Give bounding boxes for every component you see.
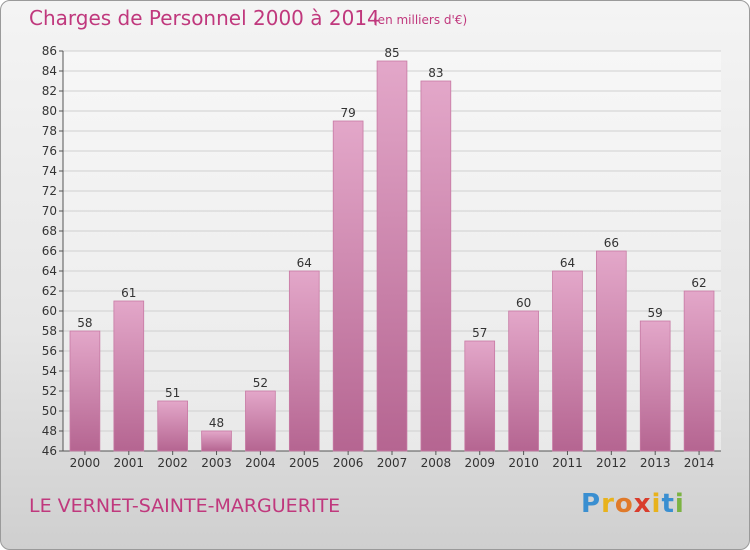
- value-label: 52: [253, 376, 268, 390]
- x-tick-label: 2012: [596, 456, 627, 470]
- bar-2005: [288, 270, 320, 452]
- bar-2009: [464, 340, 496, 452]
- bar-2002: [157, 400, 188, 452]
- bar-2011: [552, 270, 583, 452]
- x-tick-label: 2005: [289, 456, 320, 470]
- x-tick-label: 2013: [640, 456, 671, 470]
- value-label: 59: [648, 306, 663, 320]
- bar-2008: [420, 80, 452, 452]
- y-tick-label: 84: [42, 64, 57, 78]
- bar-2006: [332, 120, 364, 452]
- y-tick-label: 60: [42, 304, 57, 318]
- x-tick-label: 2011: [552, 456, 583, 470]
- bar-2003: [201, 430, 232, 452]
- logo-letter: r: [601, 489, 615, 519]
- y-tick-label: 70: [42, 204, 57, 218]
- commune-name: LE VERNET-SAINTE-MARGUERITE: [29, 495, 341, 517]
- value-label: 83: [428, 66, 443, 80]
- x-tick-label: 2002: [157, 456, 188, 470]
- y-tick-label: 78: [42, 124, 57, 138]
- chart-title: Charges de Personnel 2000 à 2014: [29, 6, 380, 30]
- value-label: 60: [516, 296, 531, 310]
- y-tick-label: 62: [42, 284, 57, 298]
- y-tick-label: 48: [42, 424, 57, 438]
- value-label: 79: [340, 106, 355, 120]
- x-tick-label: 2014: [684, 456, 715, 470]
- logo-letter: i: [674, 489, 685, 519]
- logo-letter: P: [581, 489, 602, 519]
- y-tick-label: 68: [42, 224, 57, 238]
- axes: 46 48 50 52 54 56 58 60 62 64 66 68 70 72 74 76 78 80 82 84…: [42, 44, 721, 458]
- value-label: 66: [604, 236, 619, 250]
- bar-2001: [113, 300, 145, 452]
- y-tick-label: 86: [42, 44, 57, 58]
- bar-2012: [596, 250, 627, 452]
- y-tick-label: 72: [42, 184, 57, 198]
- bars: [69, 60, 715, 455]
- y-tick-label: 50: [42, 404, 57, 418]
- bar-2007: [376, 60, 408, 452]
- logo-letter: o: [614, 489, 634, 519]
- value-label: 48: [209, 416, 224, 430]
- y-tick-label: 56: [42, 344, 57, 358]
- value-label: 57: [472, 326, 487, 340]
- chart-subtitle: (en milliers d'€): [373, 13, 468, 27]
- y-tick-label: 66: [42, 244, 57, 258]
- y-tick-label: 46: [42, 444, 57, 458]
- logo-letter: t: [661, 489, 675, 519]
- x-tick-label: 2000: [70, 456, 101, 470]
- x-tick-label: 2004: [245, 456, 276, 470]
- x-tick-label: 2003: [201, 456, 232, 470]
- bar-2000: [69, 330, 101, 452]
- logo-letter: x: [633, 489, 652, 519]
- y-tick-label: 64: [42, 264, 57, 278]
- proxiti-logo: Proxiti: [581, 489, 685, 519]
- y-tick-label: 82: [42, 84, 57, 98]
- y-tick-label: 74: [42, 164, 57, 178]
- value-label: 85: [384, 46, 399, 60]
- bar-2004: [245, 390, 276, 452]
- value-labels: 58 2000 61 2001 51 2002 48 2003 52 2004 64 2005 79 20…: [70, 46, 715, 470]
- value-label: 62: [691, 276, 706, 290]
- x-tick-label: 2008: [421, 456, 452, 470]
- x-tick-label: 2010: [508, 456, 539, 470]
- y-tick-label: 52: [42, 384, 57, 398]
- value-label: 64: [297, 256, 312, 270]
- bar-2010: [508, 310, 539, 452]
- value-label: 58: [77, 316, 92, 330]
- y-tick-label: 58: [42, 324, 57, 338]
- bar-2013: [639, 320, 671, 452]
- value-label: 51: [165, 386, 180, 400]
- y-tick-label: 80: [42, 104, 57, 118]
- y-tick-label: 54: [42, 364, 57, 378]
- x-tick-label: 2009: [464, 456, 495, 470]
- value-label: 64: [560, 256, 575, 270]
- bar-2014: [683, 290, 715, 452]
- x-tick-label: 2006: [333, 456, 364, 470]
- y-tick-label: 76: [42, 144, 57, 158]
- x-tick-label: 2007: [377, 456, 408, 470]
- x-tick-label: 2001: [114, 456, 145, 470]
- logo-letter: i: [651, 489, 662, 519]
- value-label: 61: [121, 286, 136, 300]
